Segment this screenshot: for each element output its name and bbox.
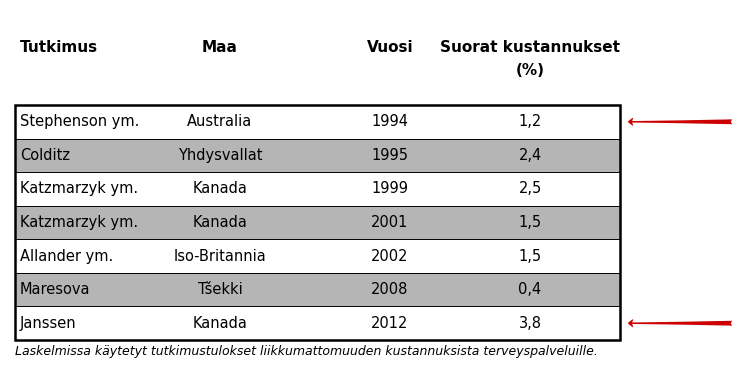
Text: 2002: 2002 [372, 248, 409, 264]
Text: Laskelmissa käytetyt tutkimustulokset liikkumattomuuden kustannuksista terveyspa: Laskelmissa käytetyt tutkimustulokset li… [15, 345, 598, 358]
Text: Colditz: Colditz [20, 148, 70, 163]
Bar [15, 206, 620, 239]
Text: Maa: Maa [202, 40, 238, 55]
Text: Vuosi: Vuosi [367, 40, 413, 55]
Text: 1,5: 1,5 [518, 215, 542, 230]
Text: 2012: 2012 [372, 316, 409, 331]
Text: Kanada: Kanada [192, 215, 247, 230]
Text: Tšekki: Tšekki [198, 282, 243, 297]
Text: Janssen: Janssen [20, 316, 76, 331]
Text: 3,8: 3,8 [518, 316, 542, 331]
Text: Kanada: Kanada [192, 182, 247, 197]
Text: 0,4: 0,4 [518, 282, 542, 297]
Text: 1,5: 1,5 [518, 248, 542, 264]
Bar [15, 239, 620, 273]
Text: 2001: 2001 [372, 215, 409, 230]
Text: Iso-Britannia: Iso-Britannia [174, 248, 267, 264]
Text: 2,4: 2,4 [518, 148, 542, 163]
Text: 2,5: 2,5 [518, 182, 542, 197]
Text: (%): (%) [515, 63, 545, 78]
Text: Stephenson ym.: Stephenson ym. [20, 114, 139, 129]
Text: Australia: Australia [187, 114, 252, 129]
Bar [15, 273, 620, 307]
Text: Katzmarzyk ym.: Katzmarzyk ym. [20, 182, 138, 197]
Text: 1995: 1995 [372, 148, 408, 163]
Text: Suorat kustannukset: Suorat kustannukset [440, 40, 620, 55]
Text: 1999: 1999 [372, 182, 408, 197]
Text: Katzmarzyk ym.: Katzmarzyk ym. [20, 215, 138, 230]
Text: 1994: 1994 [372, 114, 408, 129]
Text: 2008: 2008 [372, 282, 409, 297]
Bar [15, 139, 620, 172]
Text: Allander ym.: Allander ym. [20, 248, 113, 264]
Text: 1,2: 1,2 [518, 114, 542, 129]
Text: Kanada: Kanada [192, 316, 247, 331]
Bar [15, 172, 620, 206]
Text: Maresova: Maresova [20, 282, 91, 297]
Text: Yhdysvallat: Yhdysvallat [178, 148, 262, 163]
Bar [15, 105, 620, 340]
Bar [15, 105, 620, 139]
Bar [15, 307, 620, 340]
Text: Tutkimus: Tutkimus [20, 40, 98, 55]
